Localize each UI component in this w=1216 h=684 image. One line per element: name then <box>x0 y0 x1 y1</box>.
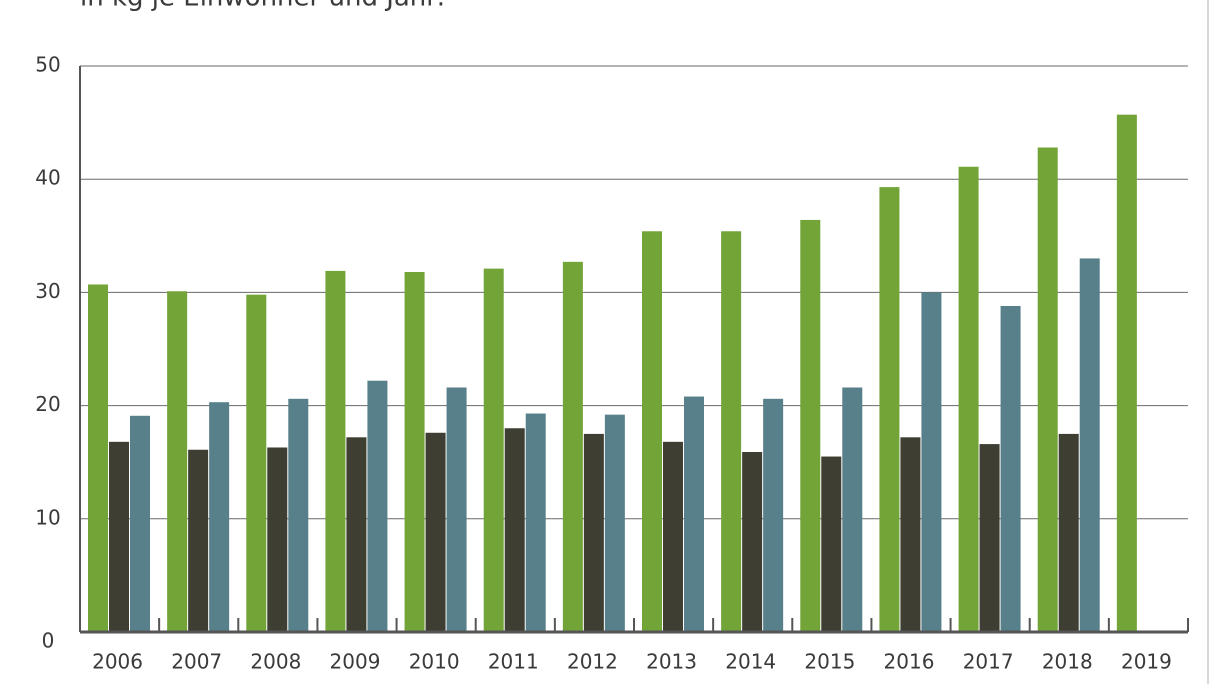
bar <box>821 456 842 632</box>
x-tick-label: 2007 <box>171 650 222 674</box>
bar <box>763 398 784 632</box>
bar <box>88 284 108 632</box>
x-tick-label: 2009 <box>330 650 381 674</box>
bar <box>1116 114 1137 632</box>
bar <box>721 231 742 632</box>
y-tick-label: 20 <box>35 392 60 416</box>
bar <box>642 231 662 632</box>
bar <box>958 166 979 633</box>
x-tick-label: 2012 <box>567 650 618 674</box>
x-tick-label: 2017 <box>963 650 1014 674</box>
y-tick-label: 0 <box>42 629 55 653</box>
bar <box>483 268 504 632</box>
x-tick-label: 2016 <box>884 650 935 674</box>
bar <box>325 270 346 632</box>
bar <box>900 437 921 632</box>
x-tick-label: 2018 <box>1042 650 1093 674</box>
bar <box>167 291 188 632</box>
bar <box>525 413 546 632</box>
x-tick-label: 2006 <box>92 650 143 674</box>
x-tick-label: 2014 <box>725 650 776 674</box>
bar <box>583 433 604 632</box>
x-tick-label: 2019 <box>1121 650 1172 674</box>
bar <box>130 415 150 632</box>
bar <box>404 272 425 632</box>
y-tick-label: 30 <box>35 279 60 303</box>
bar <box>246 294 267 632</box>
chart-subtitle: in kg je Einwohner und Jahr: <box>80 0 445 13</box>
bar <box>346 437 367 632</box>
bar <box>504 428 525 632</box>
bar <box>800 219 821 632</box>
x-tick-label: 2010 <box>409 650 460 674</box>
y-tick-label: 50 <box>35 53 60 77</box>
bar <box>1058 433 1079 632</box>
bar <box>1000 305 1021 632</box>
bar <box>109 441 129 632</box>
bar <box>562 261 583 632</box>
bar <box>288 398 309 632</box>
bar <box>1079 258 1100 632</box>
bar <box>267 447 288 632</box>
x-tick-label: 2008 <box>250 650 301 674</box>
bar <box>921 292 942 632</box>
bar <box>742 452 763 632</box>
bar <box>663 441 683 632</box>
bar <box>1037 147 1058 632</box>
x-tick-label: 2013 <box>646 650 697 674</box>
bar <box>604 414 625 632</box>
y-tick-label: 40 <box>35 166 60 190</box>
bar <box>367 380 388 632</box>
bar <box>842 387 863 632</box>
x-tick-label: 2011 <box>488 650 539 674</box>
bar <box>188 449 209 632</box>
y-tick-label: 10 <box>35 505 60 529</box>
bar <box>879 187 900 632</box>
bar <box>209 402 230 632</box>
bar <box>425 432 446 632</box>
bar <box>684 396 704 632</box>
bar <box>446 387 467 632</box>
x-tick-label: 2015 <box>804 650 855 674</box>
bar <box>979 444 1000 632</box>
